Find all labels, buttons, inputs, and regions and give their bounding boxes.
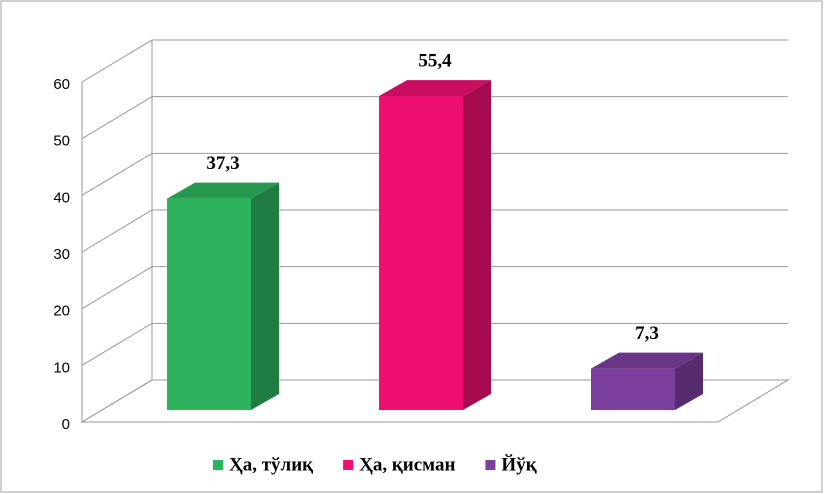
- bar-top: [591, 352, 703, 369]
- bar-front: [591, 368, 675, 410]
- legend-label: Йўқ: [501, 453, 536, 475]
- bar-top: [379, 80, 491, 97]
- y-tick-label: 50: [53, 133, 70, 150]
- bar: [167, 182, 279, 410]
- grid-line: [81, 209, 788, 253]
- grid-line: [81, 39, 788, 83]
- bar-side: [463, 80, 491, 411]
- data-label: 55,4: [418, 50, 452, 71]
- bar: [591, 352, 703, 410]
- y-tick-label: 60: [53, 76, 70, 93]
- y-tick-label: 30: [53, 246, 70, 263]
- y-tick-label: 20: [53, 303, 70, 320]
- bar-side: [675, 352, 703, 410]
- bar-side: [251, 182, 279, 410]
- grid-line: [81, 96, 788, 140]
- grid-line: [81, 379, 788, 423]
- legend-swatch: [343, 460, 354, 470]
- legend-label: Ҳа, қисман: [359, 454, 455, 475]
- y-tick-label: 10: [53, 359, 70, 376]
- bar: [379, 80, 491, 411]
- data-label: 37,3: [206, 153, 239, 174]
- y-tick-label: 0: [62, 416, 70, 433]
- bar-front: [167, 198, 251, 410]
- grid-line: [81, 152, 788, 196]
- legend-label: Ҳа, тўлиқ: [229, 454, 313, 475]
- bar-top: [167, 182, 279, 199]
- data-label: 7,3: [635, 323, 659, 344]
- bar-front: [379, 96, 463, 411]
- legend: Ҳа, тўлиқ Ҳа, қисман Йўқ: [213, 453, 537, 475]
- grid-line: [81, 266, 788, 310]
- y-tick-label: 40: [53, 189, 70, 206]
- legend-swatch: [485, 460, 496, 470]
- legend-swatch: [213, 460, 223, 470]
- grid-line: [81, 322, 788, 366]
